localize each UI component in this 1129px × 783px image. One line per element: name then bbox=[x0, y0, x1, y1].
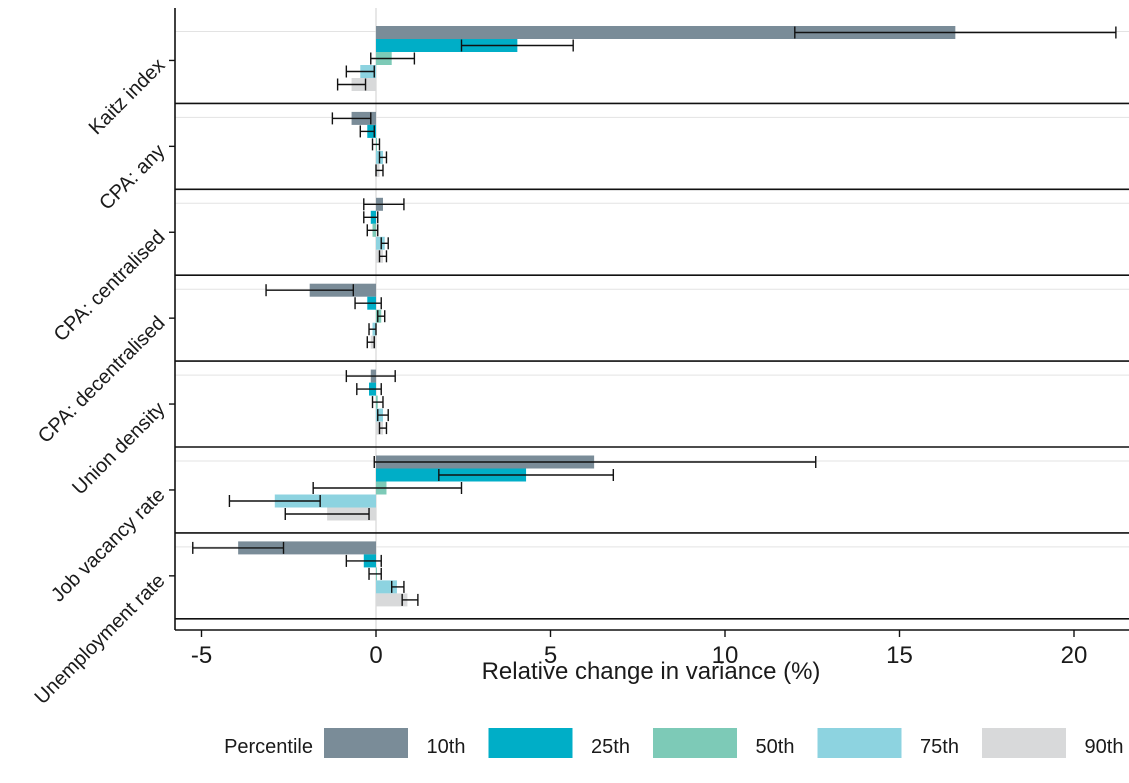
error-bar-90th-3 bbox=[366, 336, 375, 349]
error-bar-10th-6 bbox=[192, 541, 285, 554]
error-bar-10th-0 bbox=[794, 26, 1117, 39]
legend-label-90th: 90th bbox=[1085, 736, 1124, 758]
error-bar-25th-6 bbox=[345, 554, 382, 567]
error-bar-10th-1 bbox=[331, 112, 372, 125]
x-tick-label: 0 bbox=[369, 642, 382, 669]
error-bar-75th-6 bbox=[391, 580, 405, 593]
error-bar-75th-1 bbox=[378, 151, 388, 164]
x-tick-label: 5 bbox=[544, 642, 557, 669]
x-axis-title: Relative change in variance (%) bbox=[482, 658, 821, 685]
error-bar-75th-3 bbox=[368, 323, 377, 336]
bar-90th-6 bbox=[376, 593, 408, 607]
error-bar-25th-0 bbox=[460, 39, 574, 52]
legend-swatch-10th bbox=[324, 728, 408, 758]
error-bar-90th-0 bbox=[336, 78, 367, 91]
axes: -5 0 5 10 15 20 bbox=[169, 8, 1129, 669]
error-bar-50th-1 bbox=[371, 138, 381, 151]
error-bar-90th-5 bbox=[284, 508, 370, 520]
error-bar-90th-2 bbox=[378, 250, 388, 263]
error-bar-75th-0 bbox=[345, 65, 375, 78]
error-bar-50th-3 bbox=[377, 310, 386, 323]
error-bar-90th-6 bbox=[401, 593, 419, 606]
legend-label-75th: 75th bbox=[920, 736, 959, 758]
error-bar-50th-6 bbox=[368, 567, 382, 580]
error-bar-50th-4 bbox=[371, 396, 384, 409]
error-bar-25th-5 bbox=[438, 469, 615, 481]
legend-label-25th: 25th bbox=[591, 736, 630, 758]
x-tick-label: 20 bbox=[1061, 642, 1088, 669]
legend-label-10th: 10th bbox=[427, 736, 466, 758]
error-bar-75th-2 bbox=[380, 237, 389, 250]
error-bar-90th-1 bbox=[375, 164, 384, 177]
legend-swatch-25th bbox=[488, 728, 573, 758]
category-label: Kaitz index bbox=[85, 54, 170, 139]
legend-label-50th: 50th bbox=[756, 736, 795, 758]
error-bar-75th-5 bbox=[228, 495, 321, 507]
error-bar-10th-3 bbox=[265, 284, 355, 297]
bar-10th-6 bbox=[238, 541, 376, 555]
error-bar-10th-4 bbox=[345, 370, 396, 383]
error-bar-10th-5 bbox=[373, 456, 817, 468]
x-tick-label: 15 bbox=[886, 642, 913, 669]
error-bar-25th-4 bbox=[356, 383, 382, 396]
error-bar-50th-5 bbox=[312, 482, 463, 494]
x-tick-label: -5 bbox=[191, 642, 212, 669]
error-bars bbox=[192, 26, 1117, 606]
error-bar-25th-1 bbox=[359, 125, 375, 138]
error-bar-50th-2 bbox=[366, 224, 379, 237]
x-tick-label: 10 bbox=[712, 642, 739, 669]
error-bar-50th-0 bbox=[370, 52, 416, 65]
legend-title: Percentile bbox=[224, 736, 313, 758]
legend-swatch-75th bbox=[817, 728, 902, 758]
bar-10th-0 bbox=[376, 26, 956, 39]
legend: Percentile 10th 25th 50th 75th 90th bbox=[224, 728, 1123, 758]
error-bar-25th-3 bbox=[354, 297, 382, 310]
error-bar-75th-4 bbox=[377, 409, 389, 422]
error-bar-90th-4 bbox=[378, 422, 388, 435]
error-bar-10th-2 bbox=[363, 198, 405, 211]
error-bar-25th-2 bbox=[363, 211, 379, 224]
bar-25th-0 bbox=[376, 39, 518, 52]
legend-swatch-90th bbox=[982, 728, 1066, 758]
grid-lines bbox=[175, 8, 1129, 630]
legend-swatch-50th bbox=[653, 728, 737, 758]
bar-75th-5 bbox=[274, 494, 376, 508]
panel-separators bbox=[175, 102, 1129, 620]
bars bbox=[238, 26, 956, 607]
bar-75th-2 bbox=[376, 236, 385, 250]
category-label: CPA: any bbox=[95, 140, 169, 214]
